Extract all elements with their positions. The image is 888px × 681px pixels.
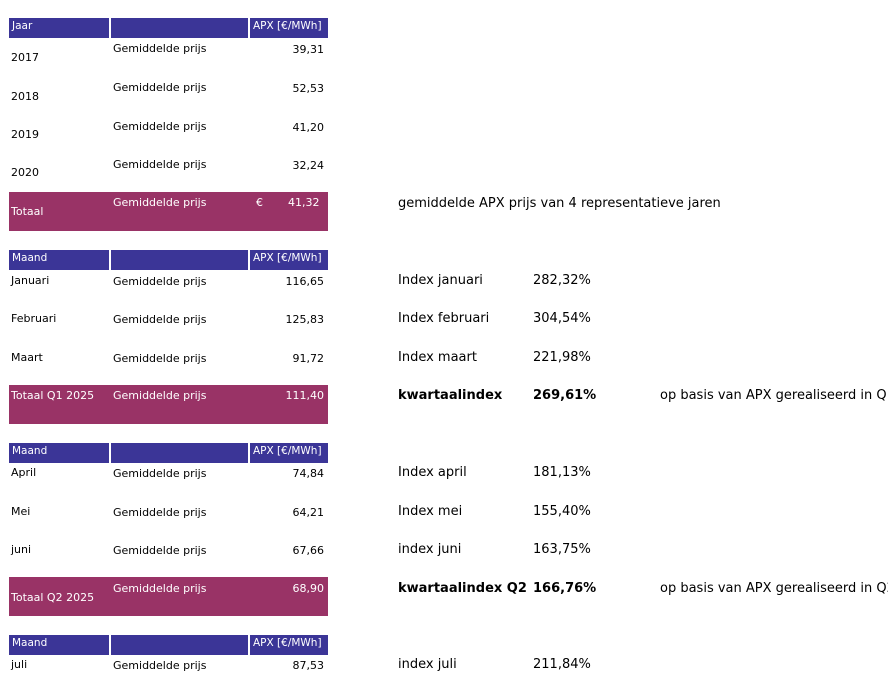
total-desc: Gemiddelde prijs [113, 196, 207, 209]
price-value-cell: 125,83 [285, 313, 325, 326]
price-value-cell: 74,84 [292, 467, 325, 480]
quarter-note: op basis van APX gerealiseerd in Q1 [660, 388, 888, 403]
price-label-cell: Gemiddelde prijs [113, 158, 207, 171]
month-cell: juli [11, 658, 28, 671]
q1-total-row: Totaal Q1 2025 Gemiddelde prijs 111,40 [9, 385, 328, 424]
month-cell: Januari [11, 274, 50, 287]
year-column-header: Jaar [9, 18, 109, 38]
currency-symbol: € [256, 196, 263, 209]
quarter-index-label: kwartaalindex [398, 388, 503, 403]
price-value-cell: 32,24 [292, 159, 325, 172]
month-cell: juni [11, 543, 32, 556]
price-value-cell: 52,53 [292, 82, 325, 95]
price-value-cell: 67,66 [292, 544, 325, 557]
total-label: Totaal Q1 2025 [11, 389, 95, 402]
price-label-cell: Gemiddelde prijs [113, 506, 207, 519]
price-label-cell: Gemiddelde prijs [113, 81, 207, 94]
index-value: 221,98% [533, 350, 591, 365]
index-value: 304,54% [533, 311, 591, 326]
index-value: 155,40% [533, 504, 591, 519]
month-cell: Mei [11, 505, 31, 518]
price-value-cell: 91,72 [292, 352, 325, 365]
quarter-note: op basis van APX gerealiseerd in Q2 [660, 581, 888, 596]
quarter-index-label: kwartaalindex Q2 [398, 581, 527, 596]
year-cell: 2020 [11, 166, 39, 179]
index-value: 211,84% [533, 657, 591, 672]
index-label: Index januari [398, 273, 483, 288]
price-label-cell: Gemiddelde prijs [113, 42, 207, 55]
price-label-cell: Gemiddelde prijs [113, 659, 207, 672]
total-value: 41,32 [288, 196, 320, 209]
price-value-cell: 116,65 [285, 275, 325, 288]
label-column-header [111, 635, 248, 655]
index-value: 163,75% [533, 542, 591, 557]
month-cell: Maart [11, 351, 43, 364]
q2-total-row: Totaal Q2 2025 Gemiddelde prijs 68,90 [9, 577, 328, 616]
month-cell: April [11, 466, 37, 479]
apx-column-header: APX [€/MWh] [250, 18, 328, 38]
label-column-header [111, 443, 248, 463]
index-label: Index maart [398, 350, 477, 365]
price-label-cell: Gemiddelde prijs [113, 313, 207, 326]
total-desc: Gemiddelde prijs [113, 389, 207, 402]
price-value-cell: 64,21 [292, 506, 325, 519]
index-label: Index februari [398, 311, 490, 326]
price-label-cell: Gemiddelde prijs [113, 275, 207, 288]
index-label: index juni [398, 542, 462, 557]
index-value: 282,32% [533, 273, 591, 288]
price-value-cell: 87,53 [292, 659, 325, 672]
total-label: Totaal [11, 205, 44, 218]
price-value-cell: 39,31 [292, 43, 325, 56]
year-cell: 2018 [11, 90, 39, 103]
index-value: 181,13% [533, 465, 591, 480]
month-column-header: Maand [9, 635, 109, 655]
month-column-header: Maand [9, 250, 109, 270]
apx-column-header: APX [€/MWh] [250, 635, 328, 655]
price-value-cell: 41,20 [292, 121, 325, 134]
quarter-index-value: 166,76% [533, 581, 597, 596]
apx-column-header: APX [€/MWh] [250, 250, 328, 270]
total-label: Totaal Q2 2025 [11, 591, 95, 604]
price-label-cell: Gemiddelde prijs [113, 544, 207, 557]
year-total-note: gemiddelde APX prijs van 4 representatie… [398, 196, 721, 211]
price-label-cell: Gemiddelde prijs [113, 467, 207, 480]
label-column-header [111, 250, 248, 270]
total-desc: Gemiddelde prijs [113, 582, 207, 595]
total-value: 111,40 [285, 389, 325, 402]
year-cell: 2019 [11, 128, 39, 141]
label-column-header [111, 18, 248, 38]
quarter-index-value: 269,61% [533, 388, 597, 403]
index-label: index juli [398, 657, 457, 672]
index-label: Index mei [398, 504, 463, 519]
index-label: Index april [398, 465, 467, 480]
total-value: 68,90 [292, 582, 325, 595]
month-column-header: Maand [9, 443, 109, 463]
apx-column-header: APX [€/MWh] [250, 443, 328, 463]
year-cell: 2017 [11, 51, 39, 64]
year-total-row: Totaal Gemiddelde prijs € 41,32 [9, 192, 328, 231]
price-label-cell: Gemiddelde prijs [113, 120, 207, 133]
price-label-cell: Gemiddelde prijs [113, 352, 207, 365]
month-cell: Februari [11, 312, 57, 325]
